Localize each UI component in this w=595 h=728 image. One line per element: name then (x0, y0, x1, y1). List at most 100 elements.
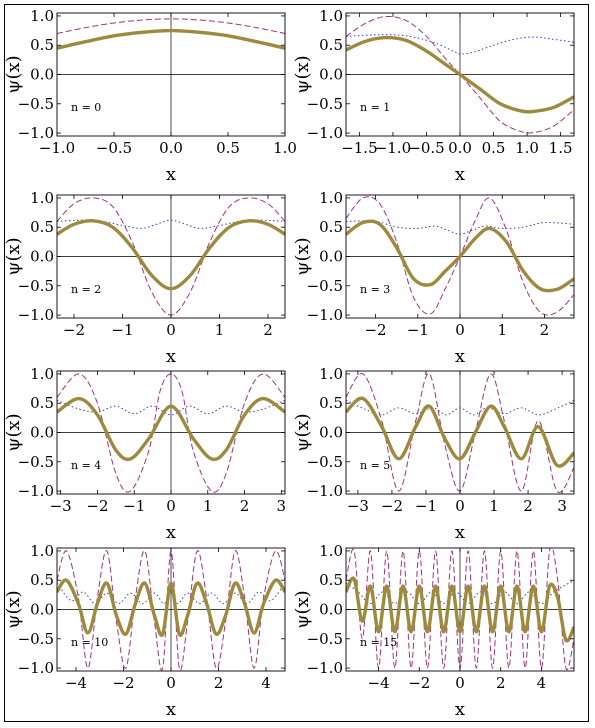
y-tick-label: −0.5 (307, 453, 343, 471)
x-axis-label: x (166, 699, 176, 720)
panel-n5: −3 −2 −1 0 1 2 3 −1.0 −0.5 0.0 0.5 1.0 x ψ(x) n = 5 (292, 365, 575, 543)
y-tick-label: 1.0 (319, 7, 343, 25)
x-tick-label: 1.0 (273, 139, 297, 157)
y-tick-label: 0.0 (30, 424, 54, 442)
x-tick-label: 2 (263, 321, 273, 339)
series-thick (346, 396, 574, 468)
y-tick-label: 0.5 (319, 218, 343, 236)
series-thick (346, 576, 574, 643)
y-tick-label: −0.5 (307, 630, 343, 648)
y-tick-label: −1.0 (307, 306, 343, 324)
y-tick-label: 0.0 (30, 248, 54, 266)
panel-n4: −3 −2 −1 0 1 2 3 −1.0 −0.5 0.0 0.5 1.0 x ψ(x) n = 4 (5, 365, 286, 543)
y-tick-label: 1.0 (319, 189, 343, 207)
series-thick (57, 218, 285, 291)
y-tick-label: 0.5 (319, 36, 343, 54)
y-axis-label: ψ(x) (5, 55, 24, 93)
x-tick-label: −2 (381, 497, 403, 515)
series-dashed (57, 18, 285, 34)
panel-grid: −1.0 −0.5 0.0 0.5 1.0 −1.0 −0.5 0.0 0.5 1.0 x ψ(x) n… (5, 7, 575, 720)
n-label: n = 4 (71, 459, 101, 472)
x-tick-label: 0.0 (448, 139, 472, 157)
x-tick-label: −2 (364, 321, 386, 339)
y-tick-label: 0.5 (30, 218, 54, 236)
x-tick-label: −3 (347, 497, 369, 515)
series-thick (346, 219, 574, 293)
y-tick-label: 0.0 (30, 66, 54, 84)
series-thick (57, 396, 285, 462)
x-tick-label: 2 (496, 674, 506, 692)
panel-n0: −1.0 −0.5 0.0 0.5 1.0 −1.0 −0.5 0.0 0.5 1.0 x ψ(x) n… (5, 7, 297, 185)
y-axis-label: ψ(x) (5, 590, 24, 628)
n-label: n = 3 (360, 283, 390, 296)
x-tick-label: 0.0 (159, 139, 183, 157)
x-tick-label: −2 (408, 674, 430, 692)
x-tick-label: 2 (214, 674, 224, 692)
series-thick (346, 35, 574, 114)
n-label: n = 2 (71, 283, 101, 296)
x-tick-label: −3 (50, 497, 72, 515)
x-tick-label: 3 (277, 497, 287, 515)
y-tick-label: 0.0 (319, 601, 343, 619)
y-tick-label: 1.0 (319, 542, 343, 560)
x-tick-label: 0 (455, 497, 465, 515)
y-tick-label: −0.5 (307, 95, 343, 113)
y-tick-label: 0.0 (30, 601, 54, 619)
x-tick-label: −1.0 (39, 139, 75, 157)
x-axis-label: x (455, 164, 465, 185)
y-axis-label: ψ(x) (5, 413, 24, 451)
x-tick-label: −1 (123, 497, 145, 515)
y-tick-label: −1.0 (307, 482, 343, 500)
x-tick-label: 1 (497, 321, 507, 339)
x-tick-label: −4 (65, 674, 87, 692)
y-tick-label: 1.0 (30, 365, 54, 383)
x-axis-label: x (455, 522, 465, 543)
x-tick-label: 0 (455, 321, 465, 339)
series-dotted (346, 399, 574, 416)
n-label: n = 10 (71, 636, 108, 649)
y-tick-label: 0.5 (30, 36, 54, 54)
x-tick-label: −1 (111, 321, 133, 339)
y-tick-label: −0.5 (18, 630, 54, 648)
panel-n10: −4 −2 0 2 4 −1.0 −0.5 0.0 0.5 1.0 x ψ(x) n = 10 (5, 542, 286, 720)
n-label: n = 15 (360, 636, 397, 649)
x-tick-label: 1.5 (549, 139, 573, 157)
y-tick-label: 1.0 (319, 365, 343, 383)
x-tick-label: −2 (112, 674, 134, 692)
y-tick-label: −1.0 (18, 306, 54, 324)
y-tick-label: −0.5 (18, 453, 54, 471)
x-tick-label: 1 (203, 497, 213, 515)
y-axis-label: ψ(x) (292, 413, 313, 451)
y-tick-label: −0.5 (18, 277, 54, 295)
figure-frame: −1.0 −0.5 0.0 0.5 1.0 −1.0 −0.5 0.0 0.5 1.0 x ψ(x) n… (4, 4, 589, 722)
y-tick-label: −1.0 (18, 482, 54, 500)
x-tick-label: 4 (261, 674, 271, 692)
x-tick-label: 1 (489, 497, 499, 515)
x-tick-label: −2 (86, 497, 108, 515)
x-tick-label: −1.5 (341, 139, 377, 157)
x-axis-label: x (455, 699, 465, 720)
x-tick-label: 1 (215, 321, 225, 339)
y-axis-label: ψ(x) (292, 55, 313, 93)
y-tick-label: −0.5 (307, 277, 343, 295)
x-tick-label: 3 (557, 497, 567, 515)
y-tick-label: 1.0 (30, 7, 54, 25)
x-axis-label: x (166, 164, 176, 185)
x-tick-label: 0 (166, 321, 176, 339)
series-thick (57, 578, 285, 637)
x-tick-label: 4 (537, 674, 547, 692)
y-tick-label: −1.0 (18, 659, 54, 677)
y-tick-label: 1.0 (30, 542, 54, 560)
x-axis-label: x (455, 346, 465, 367)
series-dashed (346, 15, 574, 134)
x-tick-label: 0 (166, 674, 176, 692)
x-tick-label: −1.0 (375, 139, 411, 157)
x-tick-label: 0 (166, 497, 176, 515)
panel-n15: −4 −2 0 2 4 −1.0 −0.5 0.0 0.5 1.0 x ψ(x) n = 15 (292, 542, 575, 720)
n-label: n = 0 (71, 101, 101, 114)
y-tick-label: −1.0 (18, 124, 54, 142)
y-tick-label: −1.0 (307, 124, 343, 142)
y-tick-label: 0.5 (319, 394, 343, 412)
panel-n3: −2 −1 0 1 2 −1.0 −0.5 0.0 0.5 1.0 x ψ(x) n = 3 (292, 189, 575, 367)
x-tick-label: 0 (455, 674, 465, 692)
